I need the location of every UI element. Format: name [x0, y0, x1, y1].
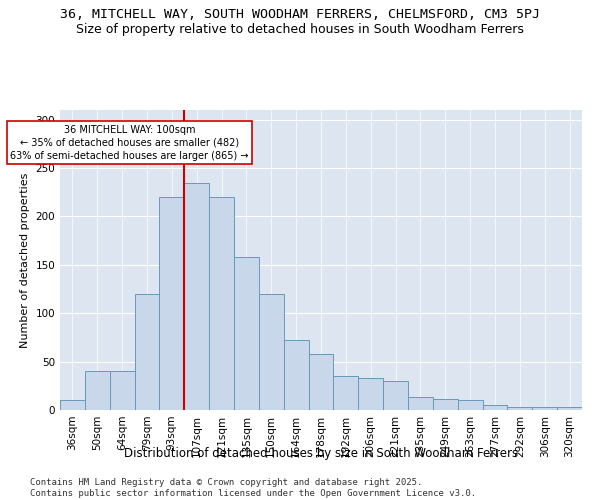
- Bar: [60, 400, 85, 410]
- Bar: [433, 400, 458, 410]
- Text: 36, MITCHELL WAY, SOUTH WOODHAM FERRERS, CHELMSFORD, CM3 5PJ: 36, MITCHELL WAY, SOUTH WOODHAM FERRERS,…: [60, 8, 540, 20]
- Bar: [334, 376, 358, 410]
- Bar: [508, 407, 532, 410]
- Bar: [209, 197, 234, 410]
- Bar: [160, 197, 184, 410]
- Bar: [85, 372, 110, 410]
- Bar: [532, 407, 557, 410]
- Bar: [284, 340, 308, 410]
- Bar: [408, 398, 433, 410]
- Text: 36 MITCHELL WAY: 100sqm
← 35% of detached houses are smaller (482)
63% of semi-d: 36 MITCHELL WAY: 100sqm ← 35% of detache…: [10, 124, 249, 161]
- Bar: [458, 400, 482, 410]
- Y-axis label: Number of detached properties: Number of detached properties: [20, 172, 30, 348]
- Bar: [308, 354, 334, 410]
- Bar: [134, 294, 160, 410]
- Bar: [110, 372, 134, 410]
- Bar: [358, 378, 383, 410]
- Text: Size of property relative to detached houses in South Woodham Ferrers: Size of property relative to detached ho…: [76, 22, 524, 36]
- Text: Distribution of detached houses by size in South Woodham Ferrers: Distribution of detached houses by size …: [124, 448, 518, 460]
- Bar: [234, 257, 259, 410]
- Bar: [259, 294, 284, 410]
- Bar: [383, 381, 408, 410]
- Bar: [557, 407, 582, 410]
- Text: Contains HM Land Registry data © Crown copyright and database right 2025.
Contai: Contains HM Land Registry data © Crown c…: [30, 478, 476, 498]
- Bar: [482, 405, 508, 410]
- Bar: [184, 182, 209, 410]
